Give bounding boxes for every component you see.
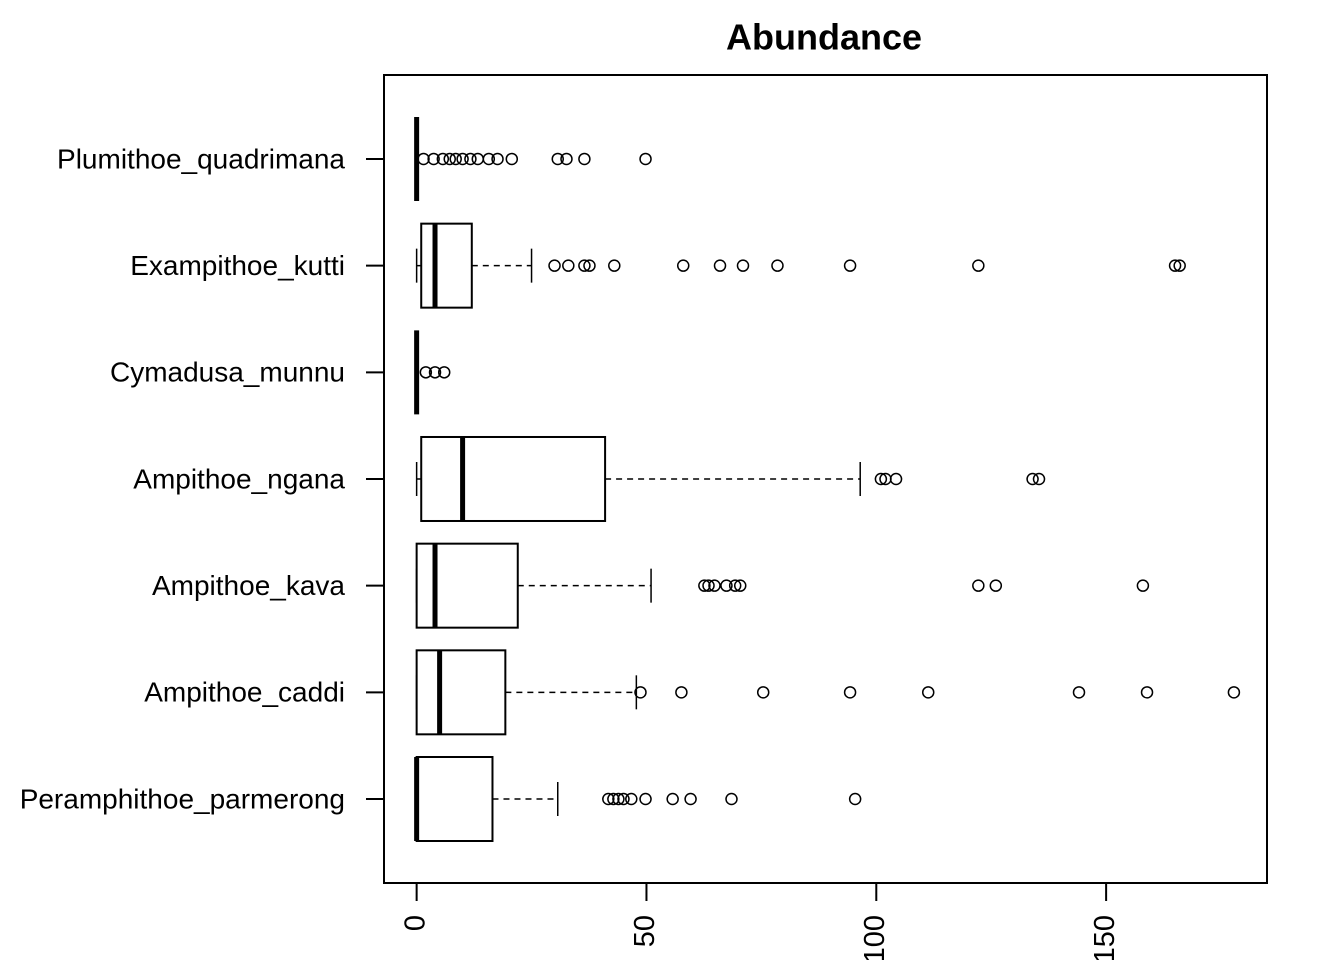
outlier bbox=[617, 792, 630, 806]
outlier bbox=[1168, 259, 1182, 272]
outlier bbox=[578, 152, 591, 166]
chart-title: Abundance bbox=[726, 17, 922, 58]
outlier bbox=[921, 686, 935, 699]
outlier bbox=[625, 792, 638, 806]
outlier bbox=[771, 259, 784, 272]
outlier bbox=[471, 152, 485, 166]
outlier bbox=[491, 152, 504, 166]
outlier bbox=[602, 792, 615, 806]
y-tick-label: Ampithoe_caddi bbox=[144, 677, 345, 708]
outlier bbox=[482, 152, 496, 166]
outlier bbox=[634, 686, 647, 699]
outlier bbox=[1173, 259, 1186, 272]
box bbox=[420, 222, 473, 309]
outlier bbox=[874, 472, 888, 486]
outlier bbox=[560, 152, 573, 166]
outlier bbox=[437, 366, 451, 379]
outlier bbox=[1227, 686, 1241, 699]
y-tick-label: Exampithoe_kutti bbox=[130, 250, 345, 281]
outlier bbox=[1136, 579, 1150, 592]
outlier bbox=[698, 579, 711, 592]
outlier bbox=[562, 259, 575, 272]
box bbox=[415, 542, 519, 629]
y-tick-label: Cymadusa_munnu bbox=[110, 357, 345, 388]
outlier bbox=[612, 792, 625, 806]
x-tick-label: 100 bbox=[859, 915, 891, 960]
outlier bbox=[583, 259, 596, 272]
outlier bbox=[756, 686, 770, 699]
outlier bbox=[578, 259, 591, 272]
outlier bbox=[436, 152, 450, 166]
x-tick-label: 0 bbox=[399, 915, 431, 931]
outlier bbox=[736, 259, 750, 272]
y-tick-label: Ampithoe_ngana bbox=[133, 463, 345, 494]
x-tick-label: 50 bbox=[629, 915, 661, 947]
y-tick-label: Ampithoe_kava bbox=[152, 570, 345, 601]
outlier bbox=[428, 366, 442, 379]
y-tick-label: Peramphithoe_parmerong bbox=[20, 783, 345, 814]
outlier bbox=[464, 152, 477, 166]
outlier bbox=[443, 152, 456, 166]
x-tick-label: 150 bbox=[1089, 915, 1121, 960]
outlier bbox=[702, 579, 715, 592]
outlier bbox=[419, 366, 433, 379]
outlier bbox=[733, 579, 747, 592]
outlier bbox=[639, 152, 652, 166]
outlier bbox=[639, 792, 652, 806]
outlier bbox=[427, 152, 440, 166]
outlier bbox=[551, 152, 565, 166]
outlier bbox=[725, 792, 738, 806]
box bbox=[415, 756, 494, 842]
outlier bbox=[505, 152, 519, 166]
outlier bbox=[843, 259, 857, 272]
outlier bbox=[889, 472, 903, 486]
y-tick-label: Plumithoe_quadrimana bbox=[57, 143, 345, 174]
outlier bbox=[989, 579, 1003, 592]
outlier bbox=[713, 259, 727, 272]
outlier bbox=[1140, 686, 1154, 699]
outlier bbox=[666, 792, 679, 806]
outlier bbox=[608, 259, 621, 272]
outlier bbox=[548, 259, 561, 272]
outlier bbox=[848, 792, 862, 806]
outlier bbox=[972, 579, 985, 592]
box bbox=[415, 649, 507, 736]
outlier bbox=[676, 259, 690, 272]
outlier bbox=[708, 579, 721, 592]
outlier bbox=[720, 579, 733, 592]
outlier bbox=[449, 152, 462, 166]
outlier bbox=[1032, 472, 1046, 486]
outlier bbox=[1026, 472, 1039, 486]
box bbox=[420, 435, 607, 522]
outlier bbox=[684, 792, 697, 806]
outlier bbox=[607, 792, 620, 806]
outlier bbox=[843, 686, 857, 699]
outlier bbox=[972, 259, 985, 272]
outlier bbox=[1072, 686, 1086, 699]
outlier bbox=[456, 152, 469, 166]
outlier bbox=[675, 686, 688, 699]
outlier bbox=[728, 579, 742, 592]
outlier bbox=[417, 152, 430, 166]
